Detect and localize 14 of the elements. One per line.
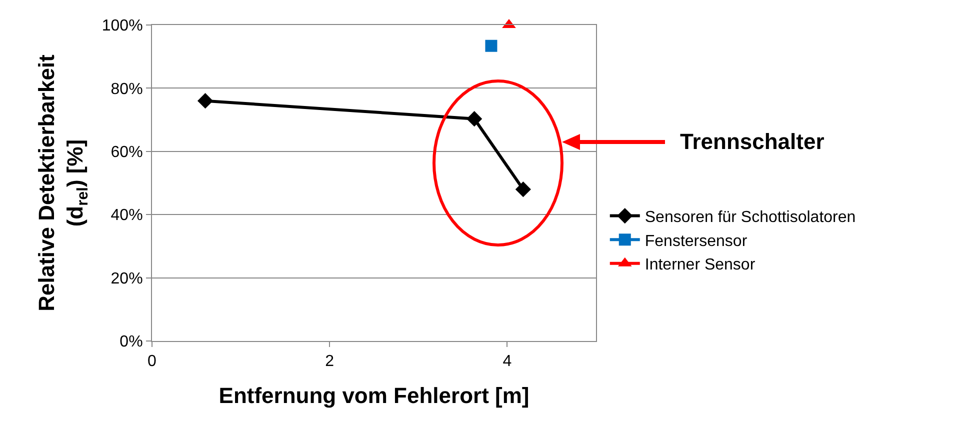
x-tick-label: 0 xyxy=(148,353,157,370)
y-tick-label: 60% xyxy=(110,144,143,161)
y-tick-label: 20% xyxy=(110,270,143,288)
y-tick-label: 80% xyxy=(110,80,143,98)
legend-label: Fenstersensor xyxy=(644,232,748,250)
y-tick-label: 40% xyxy=(110,207,143,224)
x-tick-label: 4 xyxy=(502,353,512,370)
legend-label: Sensoren für Schottisolatoren xyxy=(644,209,856,226)
y-tick-label: 0% xyxy=(120,334,143,351)
x-axis-title: Entfernung vom Fehlerort [m] xyxy=(218,383,530,408)
y-tick-label: 100% xyxy=(102,18,143,35)
text: Trennschalter xyxy=(680,129,825,154)
legend-label: Interner Sensor xyxy=(644,256,756,274)
x-tick-label: 2 xyxy=(325,353,334,370)
